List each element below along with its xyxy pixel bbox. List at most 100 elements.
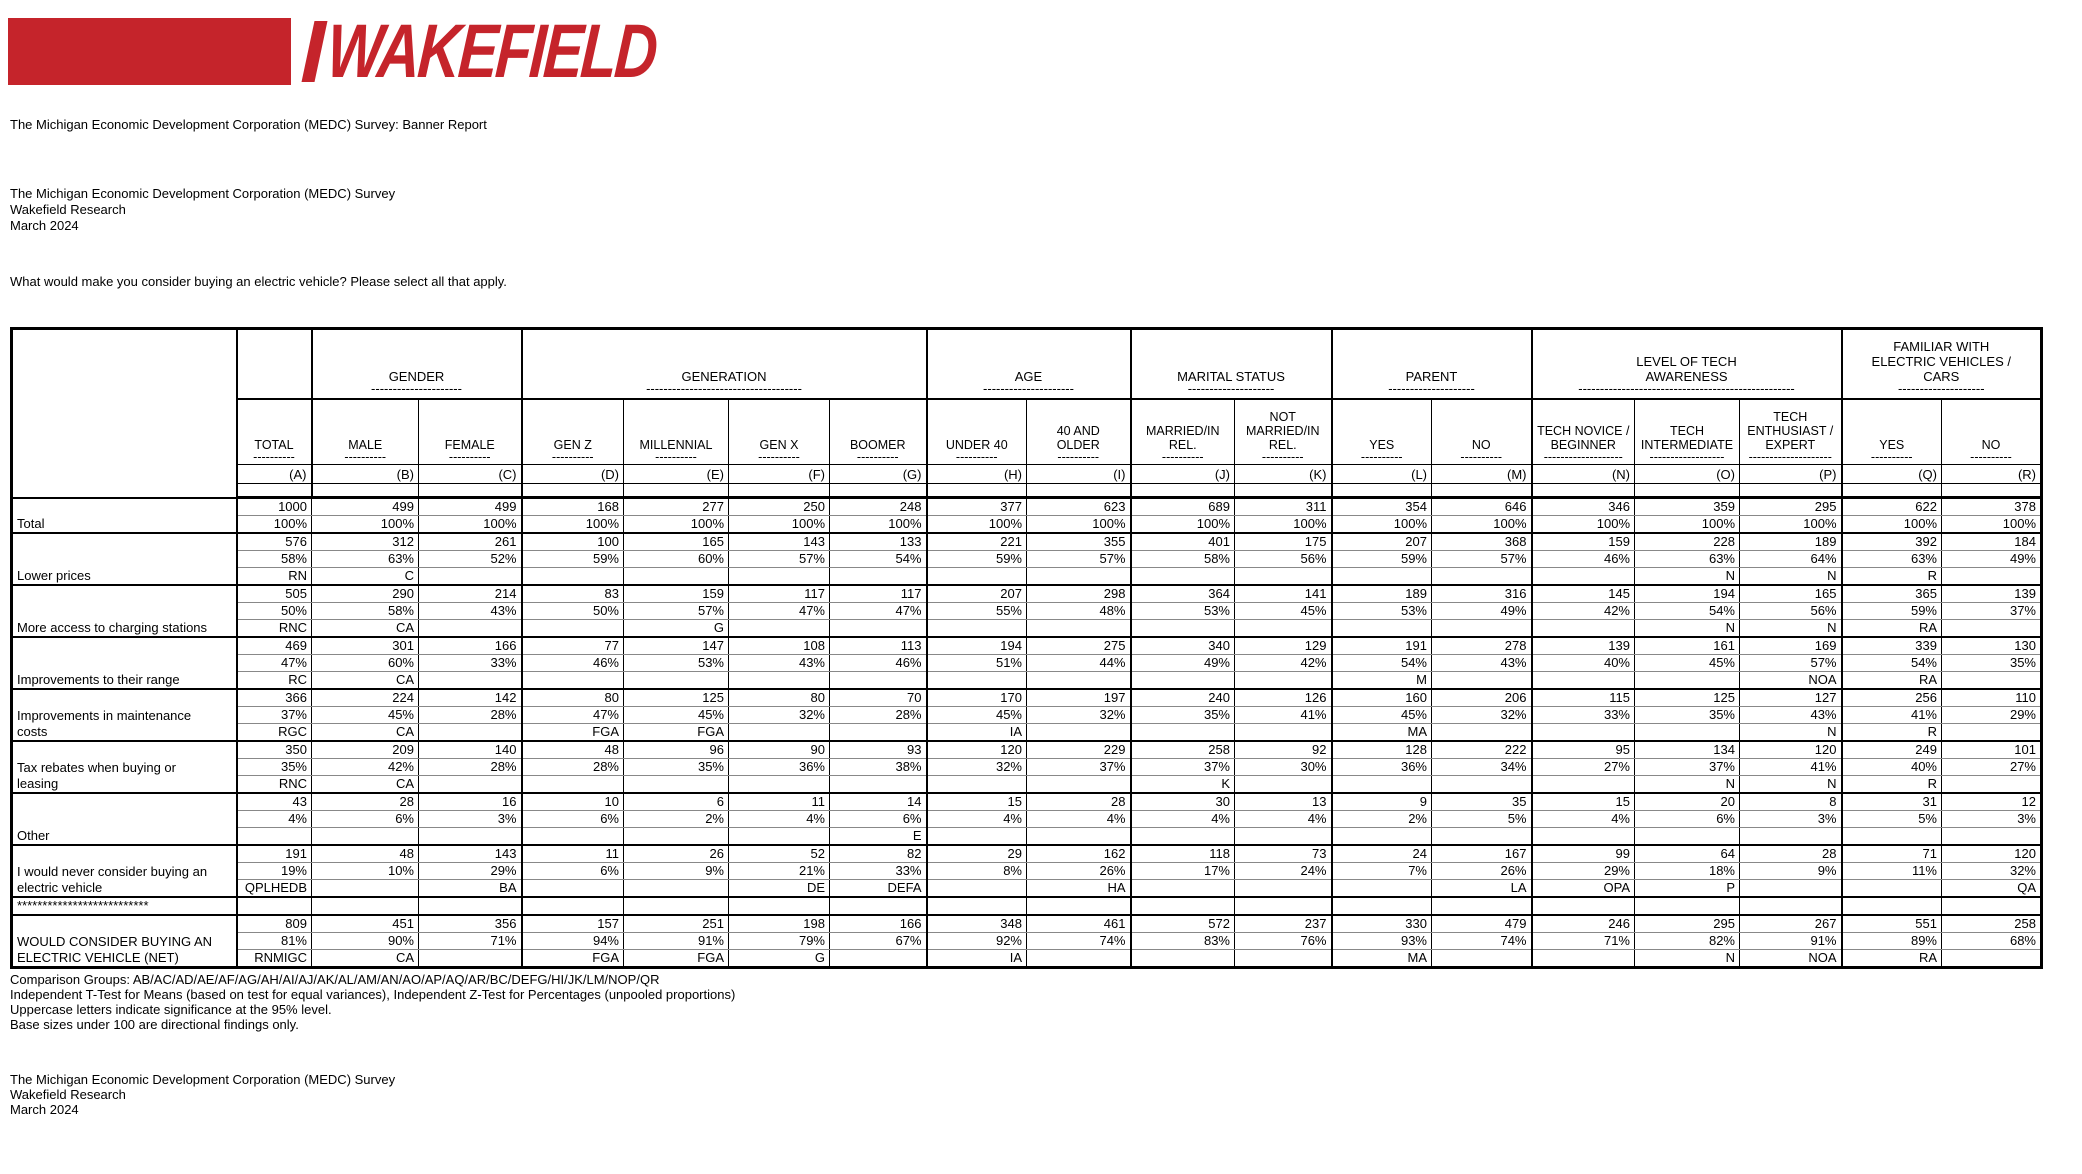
count-cell: 623 [1026, 497, 1131, 516]
sig-cell [1634, 723, 1740, 742]
percent-cell: 90% [311, 932, 419, 950]
column-letter: (D) [520, 464, 624, 484]
column-header: 40 AND OLDER ---------- [1026, 398, 1131, 465]
count-cell: 82 [829, 845, 927, 863]
pad-cell [235, 483, 312, 499]
row-label: Tax rebates when buying or leasing [11, 741, 237, 794]
percent-cell: 42% [1234, 654, 1332, 672]
column-label: TECH INTERMEDIATE [1640, 424, 1734, 452]
pad-cell [1234, 483, 1332, 499]
percent-cell: 29% [1941, 706, 2042, 724]
percent-cell: 4% [1129, 810, 1235, 828]
table-row: 81% 90% 71% 94% 91% 79% 67% 92% 74% 83% 76% 93% 74% 7… [12, 932, 2042, 950]
footnote-base-sizes: Base sizes under 100 are directional fin… [10, 1017, 299, 1032]
sig-cell: BA [418, 879, 522, 898]
pad-cell [310, 483, 419, 499]
column-underline: ---------- [1057, 452, 1100, 463]
percent-cell: 29% [1530, 862, 1635, 880]
count-cell: 120 [1739, 741, 1842, 759]
pad-cell [1530, 483, 1635, 499]
count-cell: 9 [1330, 793, 1432, 811]
percent-cell: 6% [1634, 810, 1740, 828]
column-letter: (R) [1941, 464, 2042, 484]
banner-report-page: WAKEFIELD The Michigan Economic Developm… [0, 9, 2082, 1117]
count-cell: 184 [1941, 533, 2042, 551]
sig-cell [1330, 775, 1432, 794]
percent-cell: 9% [1739, 862, 1842, 880]
percent-cell: 100% [1739, 515, 1842, 534]
percent-cell: 100% [1234, 515, 1332, 534]
column-header: YES ---------- [1330, 398, 1432, 465]
percent-cell: 50% [235, 602, 312, 620]
table-row: 58% 63% 52% 59% 60% 57% 54% 59% 57% 58% 56% 59% 57% 4… [12, 550, 2042, 568]
sig-cell [829, 671, 927, 690]
sig-cell: FGA [623, 723, 729, 742]
percent-cell: 8% [925, 862, 1027, 880]
sig-cell [1530, 619, 1635, 638]
sig-cell [1941, 723, 2042, 742]
column-underline: ---------- [1360, 452, 1403, 463]
percent-cell: 63% [1634, 550, 1740, 568]
group-underline: --------------------- [371, 383, 462, 393]
column-letter: (I) [1026, 464, 1131, 484]
percent-cell: 100% [1634, 515, 1740, 534]
percent-cell: 4% [925, 810, 1027, 828]
sig-cell [1634, 671, 1740, 690]
count-cell: 120 [1941, 845, 2042, 863]
logo-slash-icon [301, 21, 328, 82]
sig-cell [1330, 827, 1432, 846]
sig-cell: NOA [1739, 671, 1842, 690]
percent-cell: 35% [1941, 654, 2042, 672]
column-header: TECH NOVICE / BEGINNER ------------------… [1530, 398, 1635, 465]
table-row: More access to charging stations 505 290 21… [11, 585, 2042, 638]
count-cell: 377 [925, 497, 1027, 516]
count-cell: 108 [728, 637, 830, 655]
column-underline: ---------- [448, 452, 491, 463]
sig-cell [728, 619, 830, 638]
column-label: GEN Z [553, 438, 592, 452]
count-cell: 1000 [235, 497, 312, 516]
count-cell: 809 [235, 915, 312, 933]
count-cell: 392 [1840, 533, 1942, 551]
separator-cell [925, 897, 1027, 916]
count-cell: 189 [1739, 533, 1842, 551]
sig-cell: N [1739, 775, 1842, 794]
row-label: WOULD CONSIDER BUYING AN ELECTRIC VEHICL… [11, 915, 237, 969]
percent-cell: 52% [418, 550, 522, 568]
sig-cell [1634, 827, 1740, 846]
count-cell: 95 [1530, 741, 1635, 759]
count-cell: 348 [925, 915, 1027, 933]
percent-cell: 28% [520, 758, 624, 776]
percent-cell: 45% [1634, 654, 1740, 672]
sig-cell: R [1840, 567, 1942, 586]
percent-cell: 60% [623, 550, 729, 568]
percent-cell: 47% [235, 654, 312, 672]
separator-cell [1530, 897, 1635, 916]
sig-cell [728, 671, 830, 690]
percent-cell: 2% [623, 810, 729, 828]
percent-cell: 59% [1840, 602, 1942, 620]
sig-cell [1941, 949, 2042, 969]
sig-cell [1026, 827, 1131, 846]
column-header: BOOMER ---------- [829, 398, 927, 465]
count-cell: 175 [1234, 533, 1332, 551]
count-cell: 71 [1840, 845, 1942, 863]
sig-cell [1840, 827, 1942, 846]
percent-cell: 35% [623, 758, 729, 776]
percent-cell: 24% [1234, 862, 1332, 880]
count-cell: 368 [1431, 533, 1532, 551]
sig-cell [1431, 775, 1532, 794]
percent-cell: 57% [1026, 550, 1131, 568]
percent-cell: 49% [1129, 654, 1235, 672]
percent-cell: 54% [829, 550, 927, 568]
percent-cell: 100% [728, 515, 830, 534]
count-cell: 13 [1234, 793, 1332, 811]
percent-cell: 59% [925, 550, 1027, 568]
sig-cell [623, 775, 729, 794]
percent-cell: 100% [1941, 515, 2042, 534]
column-header: MARRIED/IN REL. ---------- [1129, 398, 1235, 465]
percent-cell: 63% [311, 550, 419, 568]
count-cell: 355 [1026, 533, 1131, 551]
sig-cell [1330, 619, 1432, 638]
percent-cell: 57% [1739, 654, 1842, 672]
